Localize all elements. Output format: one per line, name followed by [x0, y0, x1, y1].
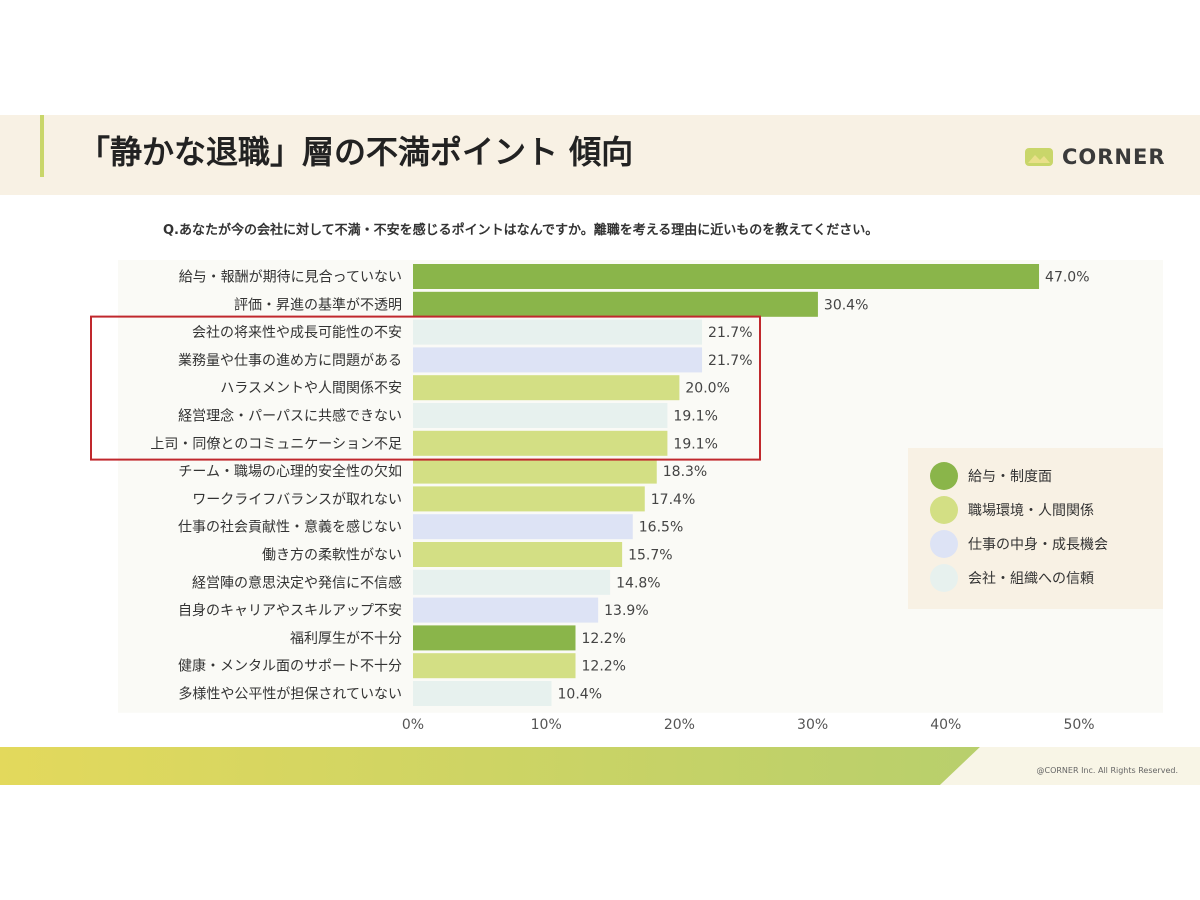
legend-swatch-salary	[930, 462, 958, 490]
bar	[413, 597, 599, 623]
legend-item-trust: 会社・組織への信頼	[930, 564, 1094, 592]
legend: 給与・制度面 職場環境・人間関係 仕事の中身・成長機会 会社・組織への信頼	[908, 448, 1163, 609]
bar	[413, 625, 576, 651]
survey-question: Q.あなたが今の会社に対して不満・不安を感じるポイントはなんですか。離職を考える…	[163, 223, 879, 238]
category-label: 福利厚生が不十分	[290, 631, 402, 647]
page-title: 「静かな退職」層の不満ポイント 傾向	[78, 133, 634, 171]
data-label: 19.1%	[673, 436, 717, 452]
data-label: 47.0%	[1045, 270, 1089, 286]
data-label: 30.4%	[824, 297, 868, 313]
footer-band: @CORNER Inc. All Rights Reserved.	[0, 747, 1200, 785]
x-axis-ticks: 0% 10% 20% 30% 40% 50%	[402, 717, 1095, 733]
legend-label: 職場環境・人間関係	[968, 503, 1094, 519]
category-label: 経営理念・パーパスに共感できない	[178, 408, 402, 425]
bar-chart: 給与・報酬が期待に見合っていない評価・昇進の基準が不透明会社の将来性や成長可能性…	[90, 264, 1095, 733]
highlight-box	[90, 315, 761, 461]
legend-label: 仕事の中身・成長機会	[968, 537, 1108, 553]
bar	[413, 569, 611, 595]
bar	[413, 653, 576, 679]
data-label: 17.4%	[651, 492, 695, 508]
bar	[413, 458, 657, 484]
bar	[413, 403, 668, 428]
bar	[413, 542, 623, 567]
category-label: 経営陣の意思決定や発信に不信感	[192, 574, 402, 591]
category-label: 給与・報酬が期待に見合っていない	[179, 270, 402, 286]
bar	[413, 375, 680, 401]
data-label: 10.4%	[558, 687, 602, 703]
data-label: 20.0%	[685, 381, 729, 397]
category-label: ワークライフバランスが取れない	[192, 492, 402, 508]
header-band: 「静かな退職」層の不満ポイント 傾向 CORNER	[0, 115, 1200, 195]
category-label: 健康・メンタル面のサポート不十分	[178, 658, 402, 675]
category-label: 自身のキャリアやスキルアップ不安	[178, 603, 402, 619]
data-label: 12.2%	[582, 659, 626, 675]
x-tick-label: 40%	[930, 717, 961, 733]
legend-swatch-trust	[930, 564, 958, 592]
data-label: 13.9%	[604, 603, 648, 619]
category-labels: 給与・報酬が期待に見合っていない評価・昇進の基準が不透明会社の将来性や成長可能性…	[150, 270, 402, 703]
category-label: 会社の将来性や成長可能性の不安	[192, 325, 402, 341]
bar	[413, 319, 703, 345]
x-tick-label: 50%	[1063, 717, 1094, 733]
data-label: 14.8%	[616, 575, 660, 591]
logo-mark-icon	[1025, 148, 1053, 166]
category-label: 業務量や仕事の進め方に問題がある	[178, 353, 402, 369]
x-tick-label: 30%	[797, 717, 828, 733]
category-label: 働き方の柔軟性がない	[262, 548, 402, 564]
corner-logo: CORNER	[1025, 143, 1166, 171]
bar	[413, 347, 703, 373]
legend-label: 会社・組織への信頼	[968, 571, 1094, 587]
copyright-text: @CORNER Inc. All Rights Reserved.	[1036, 766, 1178, 775]
category-label: 上司・同僚とのコミュニケーション不足	[150, 436, 402, 452]
data-label: 15.7%	[628, 548, 672, 564]
title-accent-bar	[40, 115, 44, 177]
x-tick-label: 10%	[531, 717, 562, 733]
data-label: 21.7%	[708, 325, 752, 341]
bar	[413, 486, 645, 512]
category-label: 仕事の社会貢献性・意義を感じない	[178, 519, 402, 536]
value-labels: 47.0% 30.4% 21.7% 21.7% 20.0% 19.1% 19.1% 18.3%…	[558, 270, 1090, 703]
data-label: 12.2%	[582, 631, 626, 647]
footer-stripe	[0, 747, 1200, 785]
category-label: ハラスメントや人間関係不安	[220, 381, 402, 397]
category-label: 多様性や公平性が担保されていない	[178, 686, 402, 703]
legend-item-environment: 職場環境・人間関係	[930, 496, 1094, 524]
data-label: 19.1%	[673, 409, 717, 425]
legend-swatch-work	[930, 530, 958, 558]
bar	[413, 681, 552, 706]
data-label: 18.3%	[663, 464, 707, 480]
bar	[413, 291, 818, 317]
category-label: 評価・昇進の基準が不透明	[234, 296, 402, 313]
legend-item-salary: 給与・制度面	[930, 462, 1052, 490]
data-label: 21.7%	[708, 353, 752, 369]
bar	[413, 430, 668, 456]
logo-text: CORNER	[1062, 145, 1166, 169]
data-label: 16.5%	[639, 520, 683, 536]
legend-swatch-environment	[930, 496, 958, 524]
bar	[413, 264, 1040, 289]
legend-label: 給与・制度面	[968, 469, 1052, 485]
category-label: チーム・職場の心理的安全性の欠如	[178, 463, 402, 480]
x-tick-label: 20%	[664, 717, 695, 733]
x-tick-label: 0%	[402, 717, 424, 733]
bar	[413, 514, 633, 540]
legend-item-work: 仕事の中身・成長機会	[930, 530, 1108, 558]
